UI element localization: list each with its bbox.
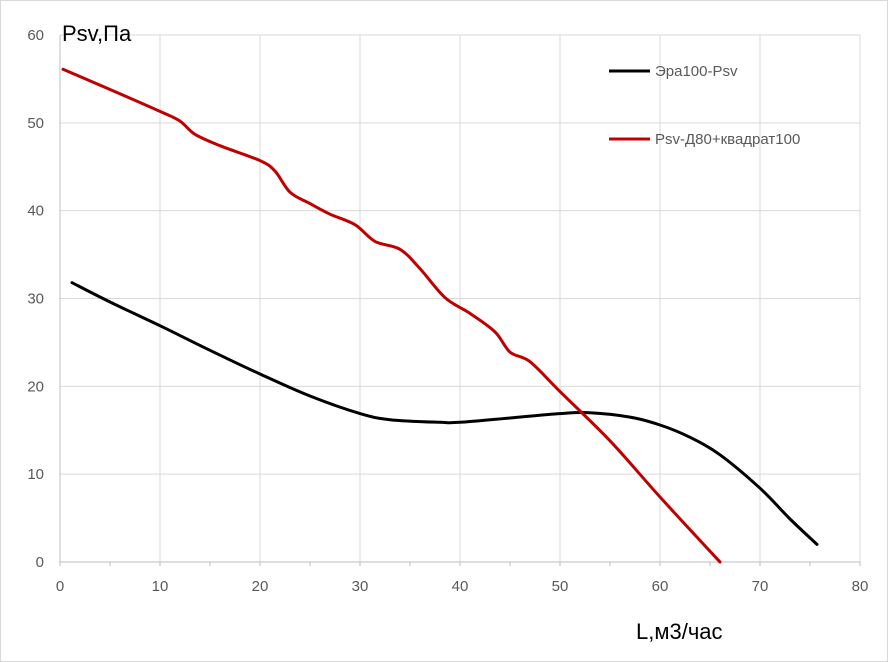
legend-label-1: Эра100-Psv	[655, 63, 738, 80]
gridlines	[59, 34, 861, 566]
x-tick-label: 20	[252, 578, 269, 595]
x-axis-title: L,м3/час	[636, 619, 723, 644]
legend: Эра100-Psv Psv-Д80+квадрат100	[609, 63, 800, 148]
series-line-2	[61, 67, 722, 564]
y-tick-label: 20	[27, 378, 44, 395]
legend-label-2: Psv-Д80+квадрат100	[655, 131, 800, 148]
y-tick-label: 50	[27, 115, 44, 132]
x-tick-label: 0	[56, 578, 64, 595]
y-tick-label: 10	[27, 466, 44, 483]
series-line-1	[70, 281, 819, 546]
x-tick-label: 60	[652, 578, 669, 595]
x-tick-label: 10	[152, 578, 169, 595]
series-lines	[61, 67, 819, 564]
y-tick-label: 30	[27, 291, 44, 308]
tick-labels: 0 10 20 30 40 50 60 70 80 0 10 20 30 40 50 60	[27, 27, 868, 595]
x-tick-label: 30	[352, 578, 369, 595]
y-tick-label: 40	[27, 203, 44, 220]
y-tick-label: 0	[36, 554, 44, 571]
x-tick-label: 70	[752, 578, 769, 595]
x-tick-label: 50	[552, 578, 569, 595]
x-tick-label: 40	[452, 578, 469, 595]
y-axis-title: Psv,Па	[62, 21, 132, 46]
x-tick-label: 80	[852, 578, 869, 595]
y-tick-label: 60	[27, 27, 44, 44]
